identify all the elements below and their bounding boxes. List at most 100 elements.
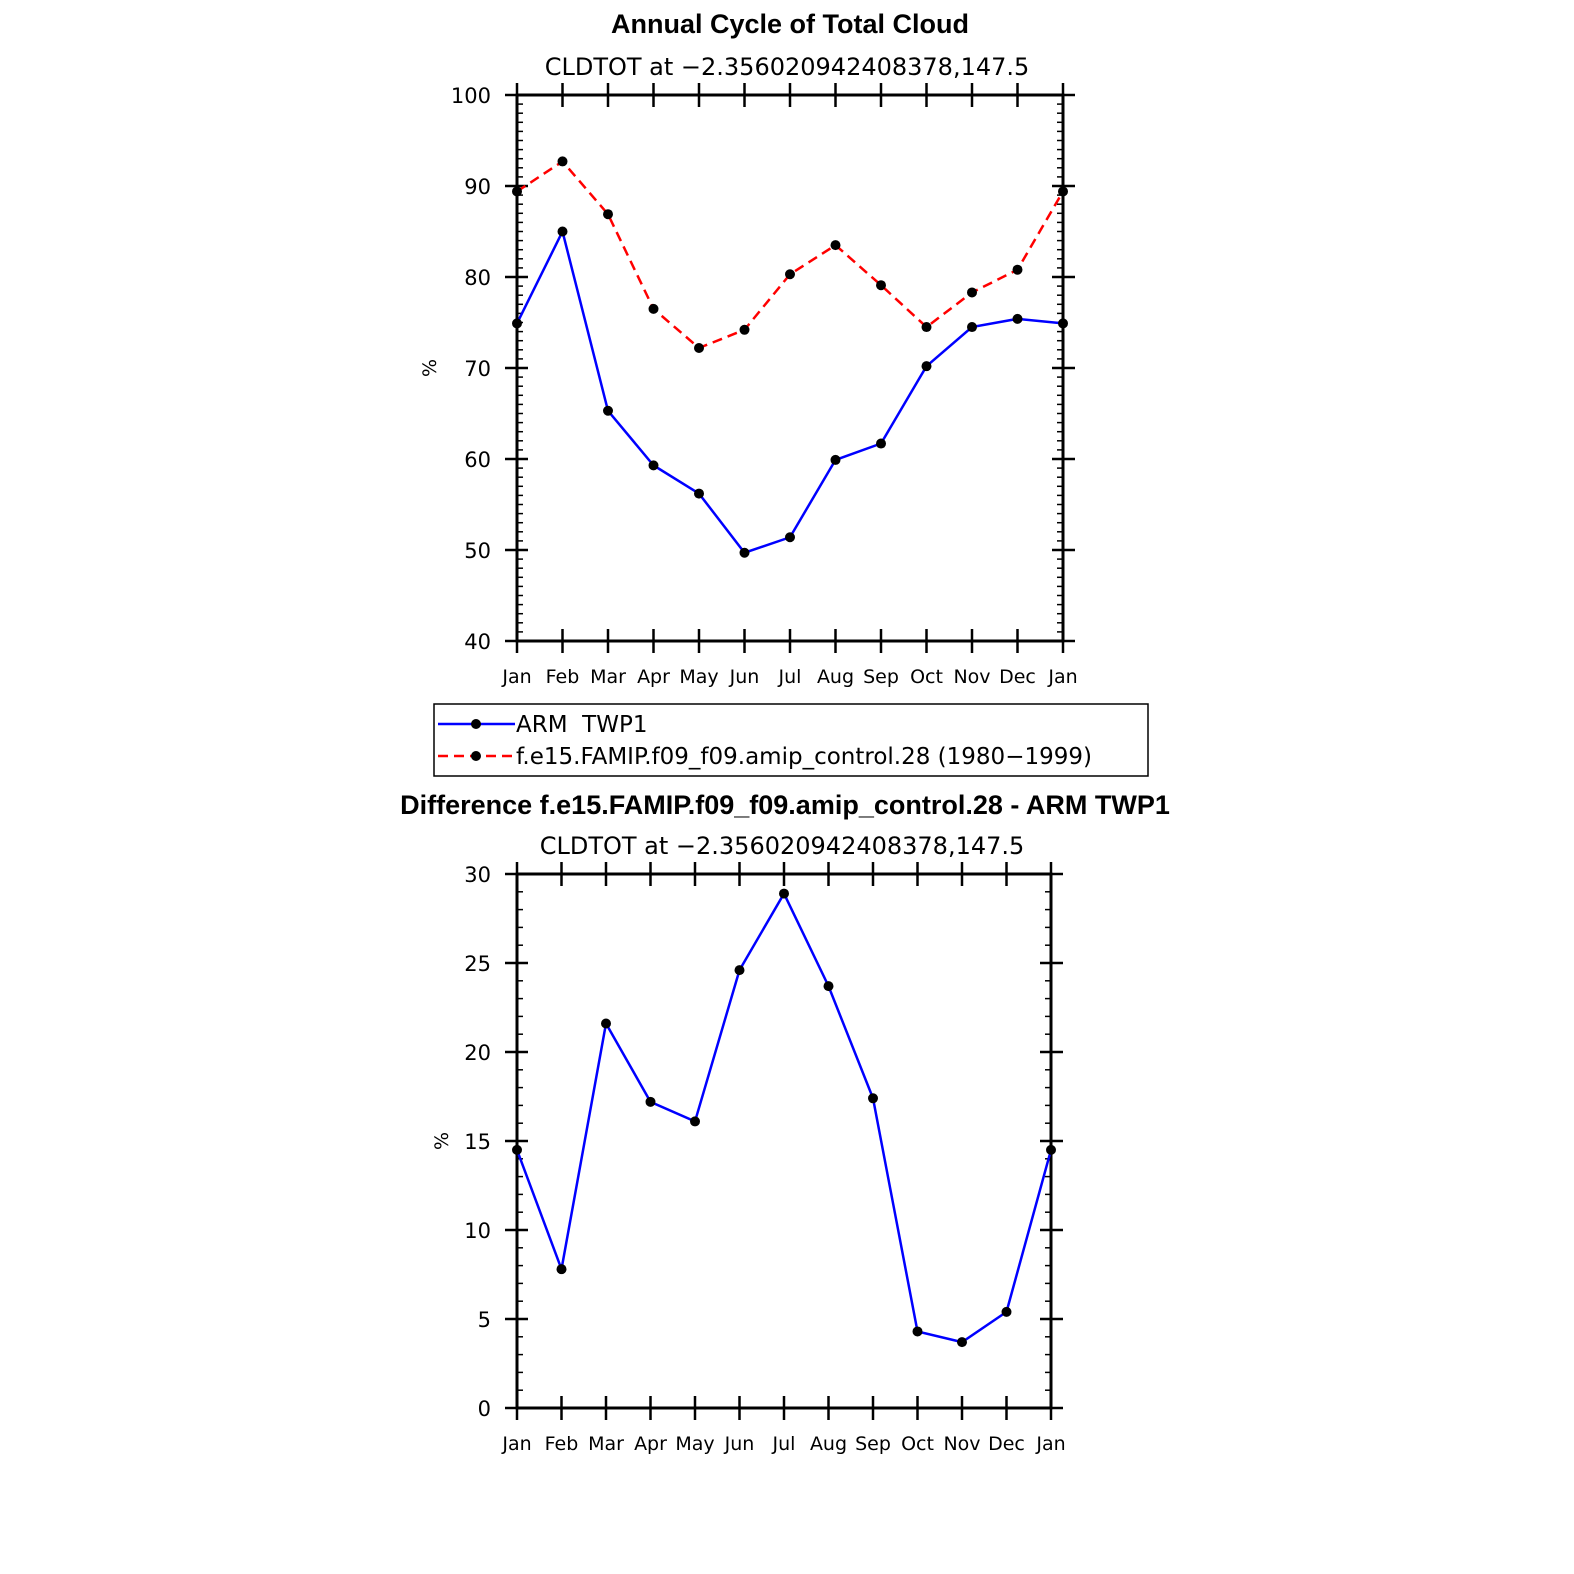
x-tick-label: Apr [637, 666, 670, 688]
plot-area: 40 50 60 70 80 90 100 Jan Feb Mar Apr May Jun Jul Aug S… [451, 83, 1078, 688]
x-tick-label: Oct [901, 1433, 934, 1455]
data-point [557, 156, 568, 167]
data-point [690, 1116, 700, 1127]
y-tick-label: 90 [464, 175, 491, 199]
data-point [779, 888, 789, 899]
y-tick-label: 100 [451, 84, 491, 108]
annual-cycle-chart: Annual Cycle of Total Cloud CLDTOT at −2… [419, 9, 1078, 688]
legend-marker-model [471, 751, 481, 761]
x-tick-label: Jun [724, 1433, 755, 1455]
data-point [921, 361, 932, 372]
x-tick-label: Oct [910, 666, 943, 688]
data-point [830, 454, 841, 465]
data-point [876, 280, 886, 291]
x-tick-label: Apr [634, 1433, 667, 1455]
chart-subtitle: CLDTOT at −2.356020942408378,147.5 [540, 832, 1025, 860]
data-point [785, 269, 795, 280]
data-point [512, 1144, 522, 1155]
chart-title: Difference f.e15.FAMIP.f09_f09.amip_cont… [400, 790, 1170, 820]
data-point [734, 965, 745, 976]
y-tick-label: 10 [464, 1219, 491, 1243]
x-tick-label: Aug [817, 666, 854, 688]
data-point [603, 405, 613, 416]
y-tick-label: 20 [464, 1041, 491, 1065]
x-tick-label: Feb [545, 1433, 579, 1455]
data-point [957, 1337, 967, 1348]
x-tick-label: Jun [729, 666, 760, 688]
data-point [648, 460, 659, 471]
chart-title: Annual Cycle of Total Cloud [611, 9, 969, 39]
x-tick-label: Sep [863, 666, 899, 688]
y-axis-label: % [419, 359, 441, 377]
series-line [515, 227, 1064, 555]
data-point [868, 1093, 878, 1104]
data-point [967, 322, 977, 333]
data-point [557, 226, 568, 237]
x-tick-label: Aug [810, 1433, 847, 1455]
x-tick-label: Jan [1047, 666, 1077, 688]
data-point [1058, 186, 1068, 197]
data-point [601, 1018, 611, 1029]
data-point [1012, 313, 1023, 324]
y-tick-label: 40 [464, 630, 491, 654]
legend-label-arm: ARM TWP1 [516, 712, 647, 738]
x-tick-label: Jan [501, 666, 531, 688]
x-tick-label: Sep [855, 1433, 891, 1455]
y-tick-label: 25 [464, 952, 491, 976]
data-point [739, 547, 750, 558]
x-tick-label: Jan [501, 1433, 531, 1455]
data-point [556, 1264, 567, 1275]
y-tick-label: 50 [464, 539, 491, 563]
data-point [645, 1096, 656, 1107]
data-point [694, 342, 704, 353]
x-tick-label: Mar [590, 666, 626, 688]
chart-subtitle: CLDTOT at −2.356020942408378,147.5 [545, 53, 1030, 81]
x-tick-label: Nov [943, 1433, 980, 1455]
legend-label-model: f.e15.FAMIP.f09_f09.amip_control.28 (198… [516, 744, 1092, 770]
plot-frame [515, 872, 1053, 1410]
data-point [512, 186, 522, 197]
x-tick-label: Jul [772, 1433, 796, 1455]
y-tick-label: 15 [464, 1130, 491, 1154]
y-tick-label: 30 [464, 863, 491, 887]
data-point [785, 532, 795, 543]
x-tick-label: Mar [588, 1433, 624, 1455]
legend: ARM TWP1 f.e15.FAMIP.f09_f09.amip_contro… [433, 703, 1149, 777]
data-point [1012, 264, 1023, 275]
series-line [515, 890, 1053, 1344]
plot-area: 0 5 10 15 20 25 30 Jan Feb Mar Apr May Jun Jul Aug Sep O… [464, 862, 1066, 1455]
y-tick-label: 80 [464, 266, 491, 290]
data-point [967, 287, 977, 298]
data-point [921, 322, 932, 333]
legend-box [433, 703, 1149, 777]
x-tick-label: Feb [546, 666, 580, 688]
data-point [603, 209, 613, 220]
y-axis-label: % [431, 1132, 453, 1150]
y-tick-label: 70 [464, 357, 491, 381]
x-tick-label: May [675, 1433, 714, 1455]
data-point [823, 981, 834, 992]
data-point [739, 324, 750, 335]
difference-chart: Difference f.e15.FAMIP.f09_f09.amip_cont… [400, 790, 1170, 1455]
data-point [1001, 1306, 1012, 1317]
data-point [648, 303, 659, 314]
x-tick-label: Jul [778, 666, 802, 688]
x-tick-label: Dec [988, 1433, 1025, 1455]
data-point [830, 240, 841, 251]
data-point [1046, 1144, 1056, 1155]
y-tick-label: 0 [478, 1397, 491, 1421]
plot-frame [515, 93, 1065, 643]
y-tick-label: 60 [464, 448, 491, 472]
x-tick-label: Dec [999, 666, 1036, 688]
x-tick-label: Jan [1035, 1433, 1065, 1455]
y-tick-label: 5 [478, 1308, 491, 1332]
data-point [912, 1326, 923, 1337]
series-line [516, 159, 1065, 350]
data-point [694, 488, 704, 499]
data-point [1058, 318, 1068, 329]
data-point [876, 438, 886, 449]
legend-marker-arm [471, 719, 481, 729]
x-tick-label: Nov [953, 666, 990, 688]
data-point [512, 318, 522, 329]
